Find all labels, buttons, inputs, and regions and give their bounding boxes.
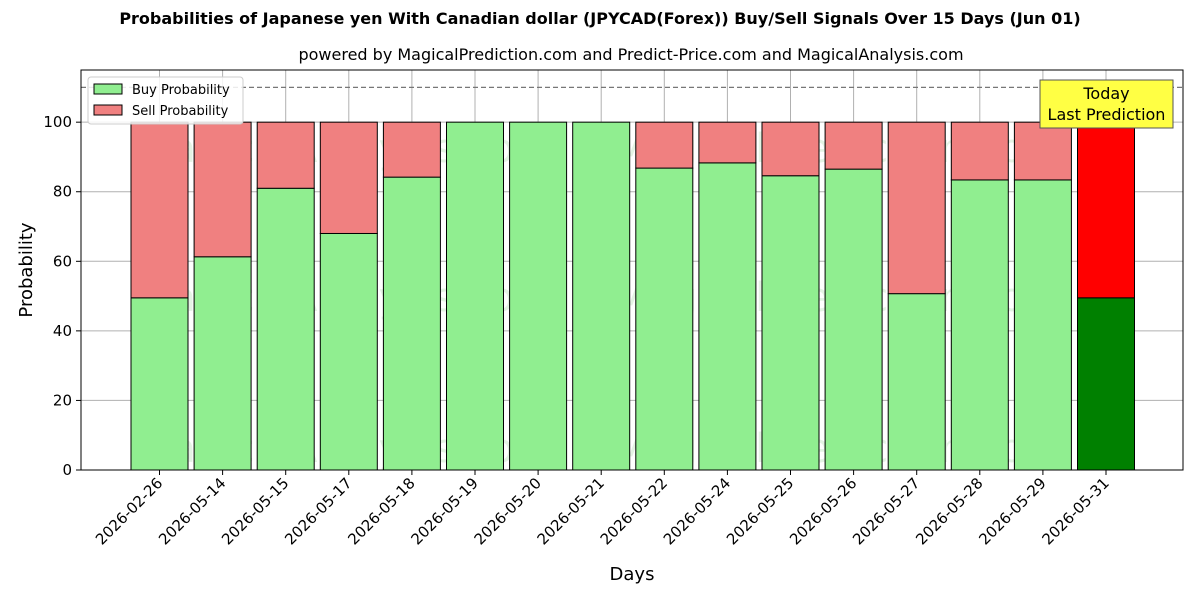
today-box bbox=[1039, 79, 1174, 129]
x-tick-label: 2026-05-25 bbox=[723, 474, 797, 548]
legend-swatch bbox=[93, 83, 123, 95]
legend-label: Buy Probability bbox=[132, 83, 230, 98]
x-tick-label: 2026-05-27 bbox=[849, 474, 923, 548]
buy-bar bbox=[1013, 179, 1072, 471]
today-label: Today bbox=[1082, 84, 1129, 103]
buy-bar bbox=[1077, 297, 1135, 471]
sell-bar bbox=[319, 121, 378, 234]
sell-bar bbox=[635, 121, 694, 169]
sell-bar bbox=[256, 121, 315, 189]
buy-bar bbox=[509, 121, 568, 471]
y-tick-label: 20 bbox=[53, 391, 72, 409]
buy-bar bbox=[761, 175, 820, 471]
y-tick-label: 80 bbox=[53, 183, 72, 201]
sell-bar bbox=[698, 121, 757, 164]
x-tick-label: 2026-05-17 bbox=[281, 474, 355, 548]
x-tick-label: 2026-05-26 bbox=[786, 474, 860, 548]
buy-bar bbox=[193, 256, 252, 471]
x-tick-label: 2026-05-21 bbox=[534, 474, 608, 548]
x-axis-label: Days bbox=[610, 564, 655, 585]
x-tick-label: 2026-05-15 bbox=[218, 474, 292, 548]
plot-frame bbox=[80, 69, 1184, 471]
legend-label: Sell Probability bbox=[132, 104, 229, 119]
buy-bar bbox=[635, 167, 694, 471]
x-tick-label: 2026-05-18 bbox=[344, 474, 418, 548]
x-tick-label: 2026-05-19 bbox=[407, 474, 481, 548]
x-tick-label: 2026-05-24 bbox=[660, 474, 734, 548]
sell-bar bbox=[130, 121, 189, 299]
x-tick-label: 2026-05-29 bbox=[975, 474, 1049, 548]
y-axis-label: Probability bbox=[16, 222, 37, 317]
x-tick-label: 2026-05-14 bbox=[155, 474, 229, 548]
x-tick-label: 2026-05-22 bbox=[597, 474, 671, 548]
legend-swatch bbox=[93, 104, 123, 116]
sell-bar bbox=[1077, 121, 1135, 299]
legend: Buy Probability Sell Probability bbox=[87, 76, 244, 125]
x-tick-label: 2026-02-26 bbox=[92, 474, 166, 548]
sell-bar bbox=[1013, 121, 1072, 181]
last-prediction-label: Last Prediction bbox=[1048, 105, 1166, 124]
x-tick-label: 2026-05-28 bbox=[912, 474, 986, 548]
bars-layer bbox=[81, 86, 1183, 471]
buy-bar bbox=[887, 293, 946, 471]
buy-bar bbox=[572, 121, 631, 471]
buy-bar bbox=[446, 121, 504, 471]
y-tick-label: 100 bbox=[43, 113, 72, 131]
y-tick-label: 40 bbox=[53, 322, 72, 340]
sell-bar bbox=[193, 121, 252, 258]
buy-bar bbox=[824, 168, 883, 471]
chart-subtitle: powered by MagicalPrediction.com and Pre… bbox=[298, 45, 964, 64]
buy-bar bbox=[382, 176, 441, 471]
buy-bar bbox=[130, 297, 189, 471]
x-tick-label: 2026-05-31 bbox=[1038, 474, 1112, 548]
today-annotation: Today Last Prediction bbox=[1039, 79, 1174, 129]
sell-bar bbox=[887, 121, 946, 295]
buy-bar bbox=[698, 162, 757, 471]
chart-title: Probabilities of Japanese yen With Canad… bbox=[119, 9, 1081, 28]
sell-bar bbox=[824, 121, 883, 170]
sell-bar bbox=[950, 121, 1009, 181]
sell-bar bbox=[382, 121, 441, 178]
y-tick-label: 60 bbox=[53, 252, 72, 270]
sell-bar bbox=[761, 121, 820, 177]
y-tick-label: 0 bbox=[62, 461, 72, 479]
buy-bar bbox=[950, 179, 1009, 471]
legend-box bbox=[87, 76, 244, 125]
buy-bar bbox=[319, 232, 378, 471]
x-tick-label: 2026-05-20 bbox=[471, 474, 545, 548]
buy-bar bbox=[256, 187, 315, 471]
